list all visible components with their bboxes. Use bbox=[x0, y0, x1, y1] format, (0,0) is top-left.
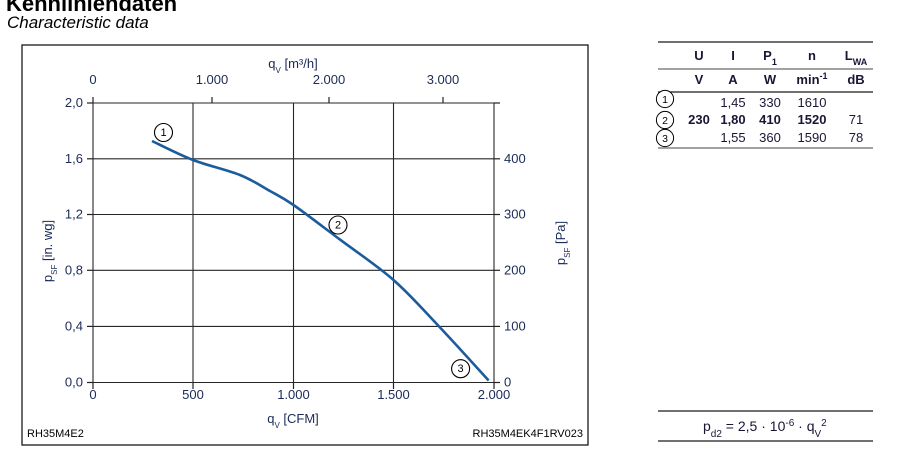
svg-text:RH35M4EK4F1RV023: RH35M4EK4F1RV023 bbox=[473, 428, 583, 440]
svg-text:pSF [in. wg]: pSF [in. wg] bbox=[40, 220, 59, 282]
svg-text:min-1: min-1 bbox=[796, 71, 827, 87]
svg-text:pSF [Pa]: pSF [Pa] bbox=[553, 221, 572, 265]
svg-text:1,55: 1,55 bbox=[720, 130, 745, 145]
svg-text:dB: dB bbox=[847, 72, 864, 87]
svg-text:P1: P1 bbox=[763, 48, 777, 67]
svg-text:n: n bbox=[808, 48, 816, 63]
svg-text:1,2: 1,2 bbox=[65, 207, 83, 222]
svg-text:78: 78 bbox=[849, 130, 863, 145]
svg-text:3: 3 bbox=[458, 363, 464, 375]
svg-text:V: V bbox=[695, 72, 704, 87]
svg-text:LWA: LWA bbox=[845, 48, 868, 67]
svg-text:500: 500 bbox=[182, 387, 204, 402]
svg-text:RH35M4E2: RH35M4E2 bbox=[27, 428, 84, 440]
svg-text:1520: 1520 bbox=[798, 112, 827, 127]
svg-text:330: 330 bbox=[759, 95, 781, 110]
svg-text:300: 300 bbox=[504, 207, 526, 222]
svg-text:1.500: 1.500 bbox=[377, 387, 410, 402]
svg-text:I: I bbox=[731, 48, 735, 63]
svg-text:0,4: 0,4 bbox=[65, 318, 83, 333]
svg-text:1: 1 bbox=[160, 127, 166, 139]
svg-text:100: 100 bbox=[504, 318, 526, 333]
svg-text:2: 2 bbox=[662, 115, 668, 127]
svg-text:71: 71 bbox=[849, 112, 863, 127]
svg-text:1.000: 1.000 bbox=[196, 72, 229, 87]
svg-text:qV [m³/h]: qV [m³/h] bbox=[268, 56, 317, 75]
svg-text:1,45: 1,45 bbox=[720, 95, 745, 110]
svg-text:1,6: 1,6 bbox=[65, 151, 83, 166]
svg-text:U: U bbox=[694, 48, 703, 63]
svg-text:360: 360 bbox=[759, 130, 781, 145]
svg-text:410: 410 bbox=[759, 112, 781, 127]
svg-text:2,0: 2,0 bbox=[65, 95, 83, 110]
svg-text:1: 1 bbox=[662, 94, 668, 106]
svg-text:2: 2 bbox=[335, 220, 341, 232]
svg-text:2.000: 2.000 bbox=[313, 72, 346, 87]
svg-text:1590: 1590 bbox=[798, 130, 827, 145]
svg-text:3: 3 bbox=[662, 133, 668, 145]
svg-text:400: 400 bbox=[504, 151, 526, 166]
svg-text:1.000: 1.000 bbox=[277, 387, 310, 402]
svg-text:W: W bbox=[764, 72, 777, 87]
svg-text:1610: 1610 bbox=[798, 95, 827, 110]
svg-text:1,80: 1,80 bbox=[720, 112, 745, 127]
svg-text:qV [CFM]: qV [CFM] bbox=[267, 411, 319, 430]
svg-text:230: 230 bbox=[688, 112, 710, 127]
svg-text:0: 0 bbox=[89, 387, 96, 402]
svg-text:pd2 = 2,5 · 10-6 · qV2: pd2 = 2,5 · 10-6 · qV2 bbox=[703, 418, 827, 440]
svg-text:0,8: 0,8 bbox=[65, 262, 83, 277]
svg-text:A: A bbox=[728, 72, 738, 87]
svg-text:3.000: 3.000 bbox=[427, 72, 460, 87]
svg-text:0: 0 bbox=[89, 72, 96, 87]
svg-text:0,0: 0,0 bbox=[65, 375, 83, 390]
svg-text:0: 0 bbox=[504, 375, 511, 390]
svg-text:200: 200 bbox=[504, 262, 526, 277]
